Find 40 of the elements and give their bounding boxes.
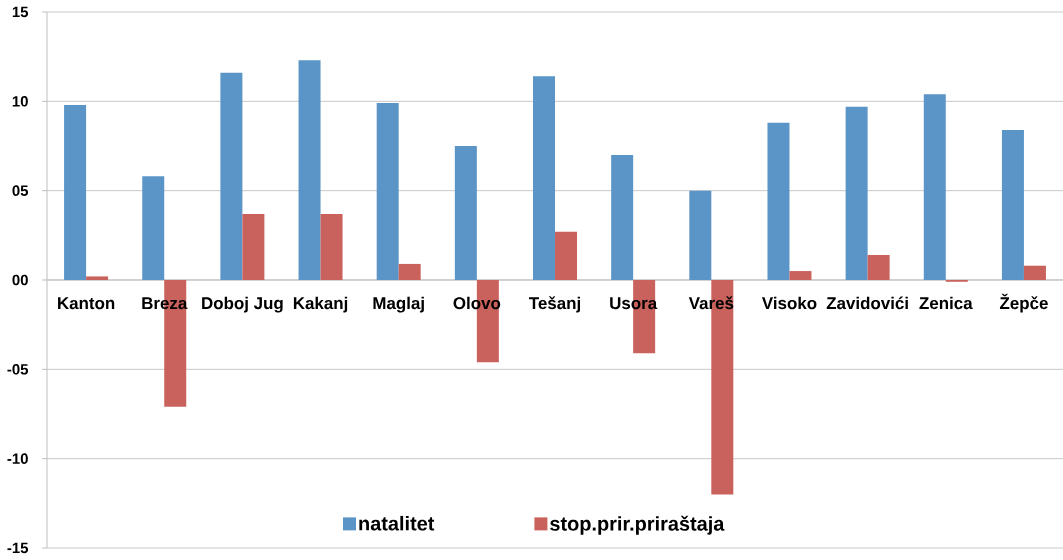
y-tick-label: 10 bbox=[12, 96, 28, 107]
bar bbox=[867, 254, 890, 280]
x-tick-label: Zavidovići bbox=[826, 296, 908, 310]
y-tick-label: 15 bbox=[12, 6, 29, 18]
bar bbox=[298, 60, 321, 280]
bar bbox=[689, 190, 712, 280]
y-tick-label: -10 bbox=[7, 453, 28, 464]
x-tick-label: Tešanj bbox=[529, 296, 581, 313]
x-tick-label: Vareš bbox=[688, 296, 734, 310]
bar bbox=[398, 263, 421, 280]
bar bbox=[320, 213, 343, 280]
legend-label: stop.prir.priraštaja bbox=[550, 515, 725, 535]
bar bbox=[789, 271, 812, 280]
x-tick-label: Kanton bbox=[58, 297, 115, 310]
bar bbox=[845, 106, 868, 280]
y-tick-label: 00 bbox=[12, 274, 28, 286]
bar bbox=[376, 103, 399, 280]
bar bbox=[533, 76, 556, 280]
x-tick-label: Maglaj bbox=[373, 296, 424, 313]
x-tick-label: Visoko bbox=[761, 296, 817, 310]
bar bbox=[923, 94, 946, 280]
bar bbox=[611, 154, 634, 280]
bar bbox=[142, 176, 165, 280]
x-tick-label: Doboj Jug bbox=[202, 296, 283, 313]
bar bbox=[1001, 129, 1024, 280]
x-tick-label: Zenica bbox=[919, 296, 973, 310]
x-tick-label: Kakanj bbox=[293, 296, 348, 313]
y-tick-label: -05 bbox=[7, 364, 29, 375]
x-tick-label: Žepče bbox=[999, 293, 1048, 313]
y-tick-label: -15 bbox=[7, 542, 29, 554]
bar bbox=[555, 231, 578, 280]
bar bbox=[64, 104, 87, 280]
legend-label: natalitet bbox=[359, 515, 435, 531]
bar bbox=[1023, 265, 1046, 280]
bar bbox=[454, 146, 477, 280]
bar bbox=[242, 213, 265, 280]
y-tick-label: 05 bbox=[12, 185, 29, 196]
bar bbox=[86, 276, 109, 280]
bar bbox=[767, 122, 790, 280]
bar bbox=[220, 72, 243, 280]
